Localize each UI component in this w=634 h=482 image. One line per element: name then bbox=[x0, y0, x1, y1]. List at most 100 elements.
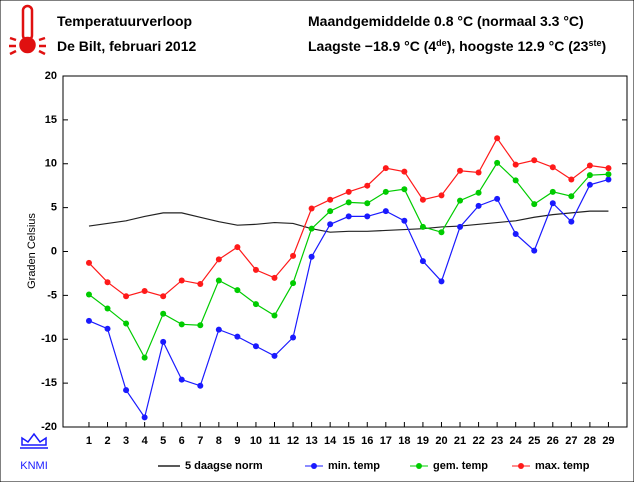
x-tick-label: 22 bbox=[472, 435, 484, 447]
x-tick-label: 12 bbox=[287, 435, 299, 447]
x-tick-label: 29 bbox=[602, 435, 614, 447]
data-point bbox=[178, 277, 185, 284]
data-point bbox=[234, 333, 241, 340]
data-point bbox=[234, 244, 241, 251]
data-point bbox=[494, 159, 501, 166]
thermometer-icon bbox=[9, 4, 46, 56]
data-point bbox=[438, 229, 445, 236]
data-point bbox=[512, 161, 519, 168]
x-tick-label: 28 bbox=[584, 435, 596, 447]
x-tick-label: 9 bbox=[234, 435, 240, 447]
data-point bbox=[512, 177, 519, 184]
legend-label: gem. temp bbox=[433, 460, 488, 472]
extremes-sup: ste bbox=[588, 38, 601, 48]
data-point bbox=[531, 247, 538, 254]
data-point bbox=[419, 196, 426, 203]
data-point bbox=[85, 291, 92, 298]
legend-swatch bbox=[311, 463, 317, 469]
data-point bbox=[401, 217, 408, 224]
data-point bbox=[308, 253, 315, 260]
data-point bbox=[364, 213, 371, 220]
data-point bbox=[605, 176, 612, 183]
x-tick-label: 15 bbox=[343, 435, 355, 447]
data-point bbox=[605, 165, 612, 172]
data-point bbox=[438, 192, 445, 199]
data-point bbox=[104, 325, 111, 332]
data-point bbox=[586, 181, 593, 188]
data-point bbox=[290, 280, 297, 287]
data-point bbox=[475, 202, 482, 209]
data-point bbox=[252, 343, 259, 350]
data-point bbox=[401, 168, 408, 175]
data-point bbox=[586, 162, 593, 169]
x-tick-label: 1 bbox=[86, 435, 92, 447]
x-tick-label: 16 bbox=[361, 435, 373, 447]
data-point bbox=[160, 293, 167, 300]
data-point bbox=[327, 208, 334, 215]
x-tick-label: 18 bbox=[398, 435, 410, 447]
data-point bbox=[308, 205, 315, 212]
data-point bbox=[141, 414, 148, 421]
y-axis-label: Graden Celsius bbox=[26, 213, 38, 289]
data-point bbox=[401, 186, 408, 193]
y-tick-label: 5 bbox=[51, 202, 57, 214]
data-point bbox=[308, 225, 315, 232]
x-tick-label: 6 bbox=[179, 435, 185, 447]
data-point bbox=[382, 208, 389, 215]
extremes-text: ), hoogste 12.9 °C (23 bbox=[447, 38, 589, 54]
x-tick-label: 14 bbox=[324, 435, 337, 447]
data-point bbox=[568, 193, 575, 200]
data-point bbox=[234, 287, 241, 294]
x-tick-label: 4 bbox=[142, 435, 149, 447]
extremes-text: ) bbox=[601, 38, 606, 54]
data-point bbox=[345, 213, 352, 220]
data-point bbox=[419, 258, 426, 265]
data-point bbox=[178, 376, 185, 383]
data-point bbox=[419, 223, 426, 230]
data-point bbox=[531, 201, 538, 208]
data-point bbox=[197, 280, 204, 287]
data-point bbox=[364, 200, 371, 207]
x-tick-label: 21 bbox=[454, 435, 466, 447]
data-point bbox=[382, 165, 389, 172]
data-point bbox=[123, 387, 130, 394]
data-point bbox=[586, 172, 593, 179]
data-point bbox=[215, 277, 222, 284]
data-point bbox=[457, 197, 464, 204]
data-point bbox=[197, 322, 204, 329]
data-point bbox=[549, 200, 556, 207]
x-tick-label: 26 bbox=[547, 435, 559, 447]
plot-area bbox=[62, 75, 628, 428]
extremes-sup: de bbox=[436, 38, 447, 48]
summary: Maandgemiddelde 0.8 °C (normaal 3.3 °C) bbox=[308, 13, 584, 29]
data-point bbox=[178, 321, 185, 328]
data-point bbox=[568, 176, 575, 183]
legend-swatch bbox=[416, 463, 422, 469]
data-point bbox=[475, 169, 482, 176]
x-tick-label: 8 bbox=[216, 435, 222, 447]
legend-label: max. temp bbox=[535, 460, 590, 472]
x-tick-label: 23 bbox=[491, 435, 503, 447]
data-point bbox=[104, 279, 111, 286]
x-tick-label: 11 bbox=[269, 435, 281, 447]
data-point bbox=[457, 167, 464, 174]
x-tick-label: 25 bbox=[528, 435, 540, 447]
x-tick-label: 19 bbox=[417, 435, 429, 447]
y-tick-label: -5 bbox=[47, 289, 57, 301]
data-point bbox=[568, 218, 575, 225]
data-point bbox=[290, 252, 297, 259]
data-point bbox=[345, 199, 352, 206]
y-tick-label: -15 bbox=[41, 377, 57, 389]
data-point bbox=[364, 182, 371, 189]
data-point bbox=[271, 312, 278, 319]
x-tick-label: 3 bbox=[123, 435, 129, 447]
x-tick-label: 13 bbox=[305, 435, 317, 447]
data-point bbox=[85, 259, 92, 266]
data-point bbox=[271, 352, 278, 359]
knmi-logo bbox=[20, 432, 48, 449]
data-point bbox=[215, 326, 222, 333]
x-tick-label: 5 bbox=[160, 435, 166, 447]
x-tick-label: 17 bbox=[380, 435, 392, 447]
x-tick-label: 10 bbox=[250, 435, 262, 447]
